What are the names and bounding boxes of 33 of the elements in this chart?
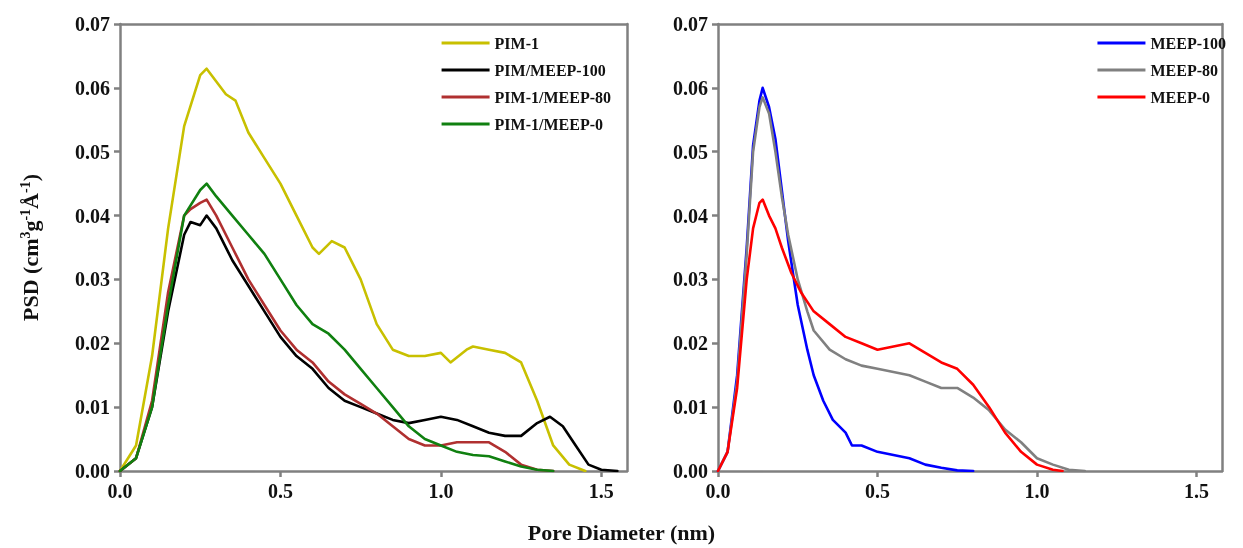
x-tick-label: 1.5 [1183,480,1209,502]
legend-label: MEEP-0 [1150,88,1210,106]
y-tick-label: 0.02 [75,332,110,355]
y-tick-label: 0.03 [75,268,110,291]
x-tick-label: 0.5 [864,480,890,502]
legend-label: MEEP-80 [1150,61,1218,79]
y-tick-label: 0.01 [673,396,708,419]
legend-label: PIM/MEEP-100 [494,61,606,79]
y-tick-label: 0.07 [673,13,708,35]
x-tick-label: 0.0 [705,480,731,502]
y-tick-label: 0.07 [75,13,110,35]
y-tick-label: 0.00 [75,460,110,482]
legend-label: PIM-1 [494,34,540,52]
y-tick-label: 0.06 [673,76,708,99]
y-tick-label: 0.05 [75,140,110,163]
y-tick-label: 0.04 [673,204,708,227]
y-tick-label: 0.00 [673,460,708,482]
y-tick-label: 0.01 [75,396,110,419]
y-tick-label: 0.03 [673,268,708,291]
x-axis-title: Pore Diameter (nm) [526,520,717,546]
x-tick-label: 0.0 [107,480,133,502]
legend-label: MEEP-100 [1150,34,1226,52]
legend-label: PIM-1/MEEP-0 [494,115,603,133]
legend-label: PIM-1/MEEP-80 [494,88,611,106]
x-tick-label: 1.5 [588,480,614,502]
x-tick-label: 1.0 [1024,480,1050,502]
y-axis-title: PSD (cm3g-1Å-1) [17,173,43,322]
y-tick-label: 0.04 [75,204,110,227]
y-tick-label: 0.05 [673,140,708,163]
y-tick-label: 0.06 [75,76,110,99]
x-tick-label: 1.0 [428,480,454,502]
y-tick-label: 0.02 [673,332,708,355]
x-tick-label: 0.5 [267,480,293,502]
